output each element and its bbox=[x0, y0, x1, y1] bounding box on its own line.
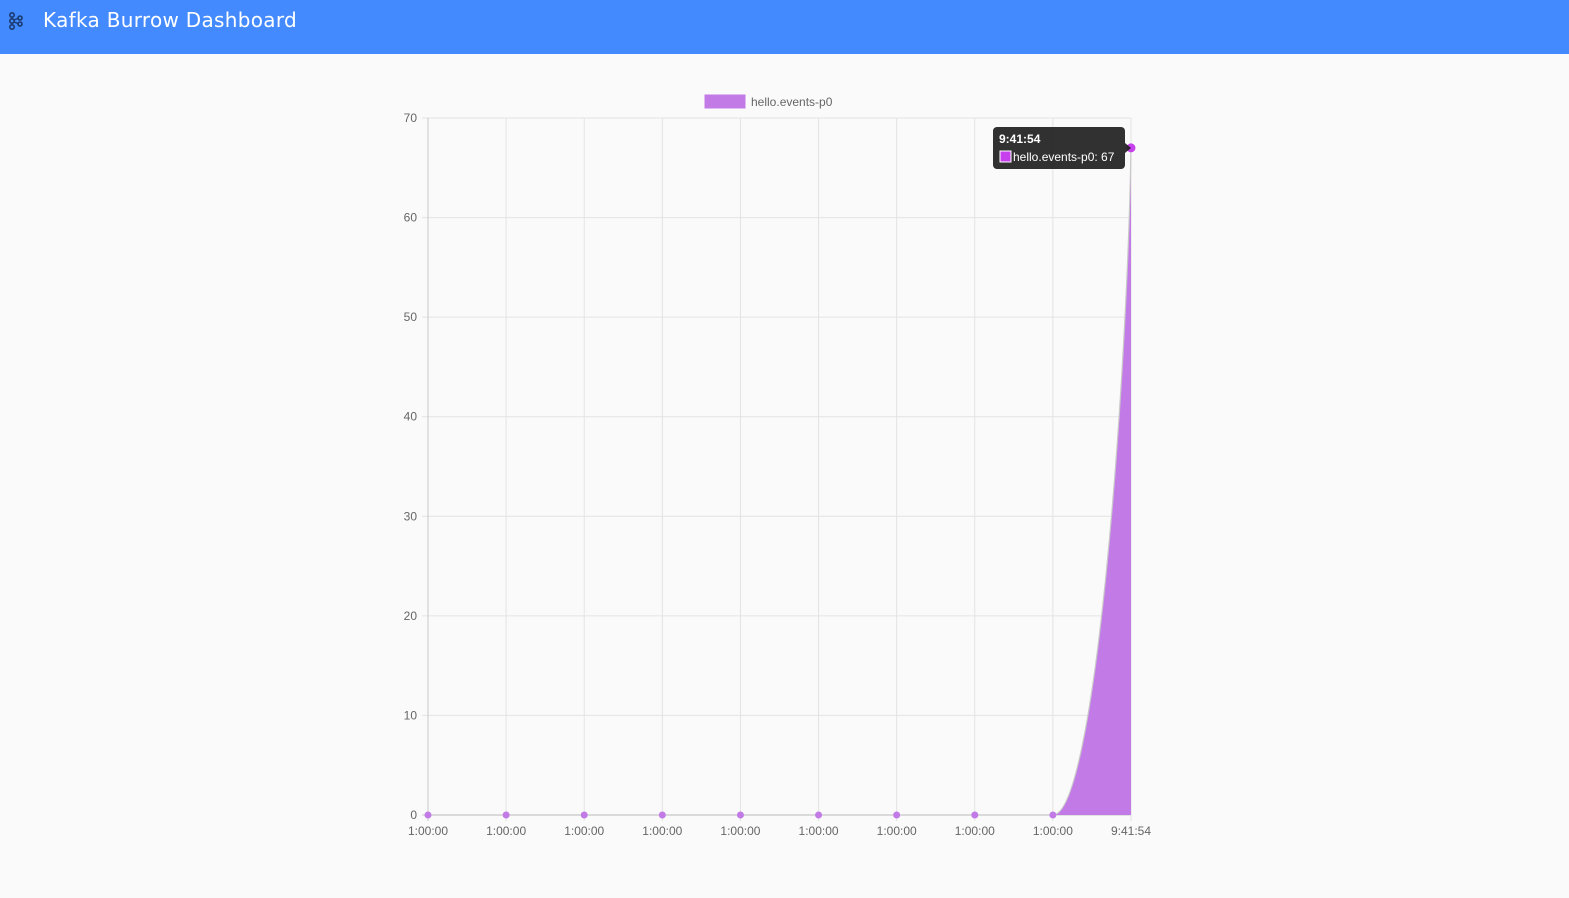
tooltip: 9:41:54 hello.events-p0: 67 bbox=[993, 127, 1131, 169]
x-tick-label: 1:00:00 bbox=[642, 824, 682, 838]
tooltip-title: 9:41:54 bbox=[999, 132, 1041, 146]
y-tick-label: 0 bbox=[410, 808, 417, 822]
y-tick-label: 70 bbox=[404, 111, 418, 125]
data-point bbox=[424, 811, 432, 819]
data-point bbox=[580, 811, 588, 819]
series-area bbox=[428, 147, 1132, 816]
x-tick-label: 1:00:00 bbox=[877, 824, 917, 838]
x-tick-label: 9:41:54 bbox=[1111, 824, 1151, 838]
data-point bbox=[893, 811, 901, 819]
app-header: Kafka Burrow Dashboard bbox=[0, 0, 1569, 54]
tooltip-swatch bbox=[999, 150, 1012, 163]
legend-label[interactable]: hello.events-p0 bbox=[751, 95, 833, 109]
data-point bbox=[1049, 811, 1057, 819]
series-line bbox=[428, 147, 1132, 816]
x-tick-label: 1:00:00 bbox=[486, 824, 526, 838]
series-points bbox=[424, 143, 1136, 819]
x-tick-label: 1:00:00 bbox=[1033, 824, 1073, 838]
y-tick-label: 30 bbox=[404, 509, 418, 523]
data-point bbox=[658, 811, 666, 819]
x-tick-label: 1:00:00 bbox=[564, 824, 604, 838]
data-point bbox=[815, 811, 823, 819]
kafka-logo-icon bbox=[8, 11, 23, 31]
x-tick-label: 1:00:00 bbox=[955, 824, 995, 838]
tooltip-label: hello.events-p0: 67 bbox=[1013, 150, 1115, 164]
y-axis-ticks: 0 10 20 30 40 50 60 70 bbox=[404, 111, 418, 822]
y-tick-label: 10 bbox=[404, 708, 418, 722]
legend[interactable]: hello.events-p0 bbox=[704, 94, 833, 109]
x-tick-label: 1:00:00 bbox=[408, 824, 448, 838]
y-tick-label: 60 bbox=[404, 211, 418, 225]
x-tick-label: 1:00:00 bbox=[799, 824, 839, 838]
data-point bbox=[736, 811, 744, 819]
y-tick-label: 50 bbox=[404, 310, 418, 324]
y-tick-label: 20 bbox=[404, 609, 418, 623]
y-tick-label: 40 bbox=[404, 410, 418, 424]
grid-lines bbox=[422, 117, 1132, 821]
data-point bbox=[502, 811, 510, 819]
page-title: Kafka Burrow Dashboard bbox=[43, 8, 298, 32]
legend-swatch bbox=[704, 94, 746, 109]
data-point bbox=[971, 811, 979, 819]
x-axis-ticks: 1:00:00 1:00:00 1:00:00 1:00:00 1:00:00 1:00:… bbox=[408, 824, 1151, 838]
x-tick-label: 1:00:00 bbox=[720, 824, 760, 838]
